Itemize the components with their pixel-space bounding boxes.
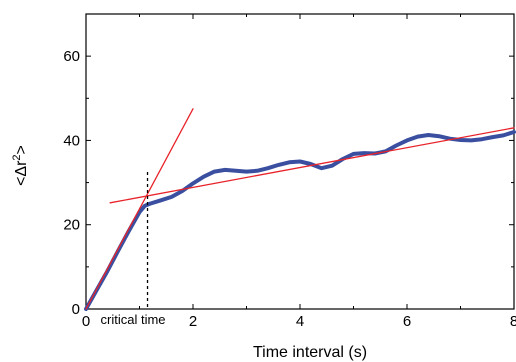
x-tick-label: 2 [189, 313, 197, 330]
tick-labels: 0 2 4 6 8 0 20 40 60 [63, 48, 516, 330]
x-tick-label: 4 [296, 313, 304, 330]
x-axis-label: Time interval (s) [253, 344, 367, 361]
y-axis-label-sup: 2 [11, 154, 23, 160]
series-group [84, 108, 516, 311]
y-tick-label: 40 [63, 132, 80, 149]
y-axis-label-end: > [13, 145, 30, 154]
axis-ticks [85, 14, 515, 310]
msd-curve [84, 130, 516, 311]
x-tick-label: 0 [82, 313, 90, 330]
critical-time-label: critical time [101, 312, 166, 327]
fit-line-1 [85, 108, 194, 310]
y-axis-label: <Δr2> [11, 145, 30, 186]
y-tick-label: 20 [63, 217, 80, 234]
y-tick-label: 60 [63, 48, 80, 65]
annotation-group: critical time [101, 172, 166, 327]
x-tick-label: 6 [403, 313, 411, 330]
x-tick-label: 8 [510, 313, 516, 330]
y-tick-label: 0 [72, 301, 80, 318]
fit-line-2 [109, 127, 515, 204]
y-axis-label-main: <Δr [13, 160, 30, 186]
